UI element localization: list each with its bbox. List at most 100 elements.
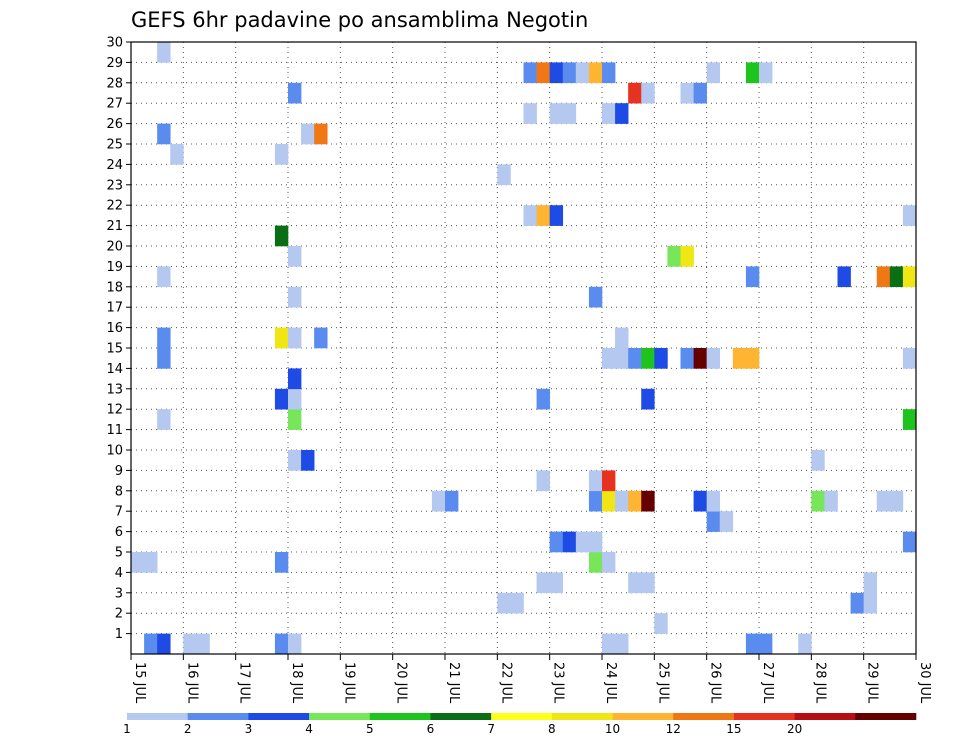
y-tick-label: 11 bbox=[106, 423, 123, 438]
x-tick-label: 15 JUL bbox=[132, 662, 147, 704]
y-tick-label: 6 bbox=[115, 525, 123, 540]
precipitation-cell bbox=[863, 572, 878, 594]
precipitation-cells bbox=[131, 42, 917, 655]
precipitation-cell bbox=[745, 266, 760, 288]
precipitation-cell bbox=[536, 572, 550, 594]
precipitation-cell bbox=[288, 368, 302, 390]
precipitation-cell bbox=[732, 348, 747, 369]
precipitation-cell bbox=[549, 531, 564, 553]
precipitation-cell bbox=[628, 82, 642, 104]
precipitation-cell bbox=[902, 409, 917, 430]
x-axis: 15 JUL 16 JUL 17 JUL 18 JUL 19 JUL 20 JUL 21 J… bbox=[130, 654, 932, 704]
colorbar: 1 2 3 4 5 6 7 8 10 12 15 20 bbox=[123, 713, 917, 736]
precipitation-cell bbox=[588, 531, 603, 553]
precipitation-cell bbox=[288, 82, 302, 104]
precipitation-cell bbox=[602, 348, 616, 369]
precipitation-cell bbox=[549, 62, 564, 84]
precipitation-cell bbox=[706, 511, 721, 532]
precipitation-cell bbox=[693, 348, 707, 369]
precipitation-cell bbox=[144, 552, 158, 573]
colorbar-label: 3 bbox=[245, 722, 253, 736]
precipitation-cell bbox=[274, 327, 289, 349]
colorbar-swatch bbox=[855, 713, 917, 720]
colorbar-label: 5 bbox=[366, 722, 374, 736]
precipitation-cell bbox=[641, 490, 655, 512]
precipitation-cell bbox=[536, 62, 550, 84]
precipitation-cell bbox=[588, 490, 603, 512]
precipitation-cell bbox=[523, 103, 537, 124]
precipitation-cell bbox=[745, 348, 760, 369]
precipitation-cell bbox=[615, 348, 629, 369]
precipitation-cell bbox=[288, 388, 302, 410]
precipitation-cell bbox=[588, 286, 603, 308]
precipitation-cell bbox=[157, 327, 171, 349]
precipitation-cell bbox=[497, 592, 511, 614]
x-tick-label: 20 JUL bbox=[394, 662, 409, 704]
precipitation-cell bbox=[301, 450, 315, 471]
y-tick-label: 22 bbox=[106, 199, 123, 214]
y-axis: 1234567891011121314151617181920212223242… bbox=[106, 36, 131, 642]
precipitation-cell bbox=[706, 490, 721, 512]
precipitation-cell bbox=[562, 531, 577, 553]
precipitation-cell bbox=[615, 633, 629, 655]
precipitation-cell bbox=[602, 633, 616, 655]
y-tick-label: 23 bbox=[106, 178, 123, 193]
y-tick-label: 3 bbox=[115, 586, 123, 601]
precipitation-cell bbox=[288, 633, 302, 655]
precipitation-cell bbox=[876, 490, 891, 512]
precipitation-cell bbox=[602, 470, 616, 492]
colorbar-swatch bbox=[612, 713, 674, 720]
y-tick-label: 10 bbox=[106, 444, 123, 459]
precipitation-cell bbox=[549, 103, 564, 124]
precipitation-cell bbox=[641, 348, 655, 369]
y-tick-label: 27 bbox=[106, 97, 123, 112]
precipitation-cell bbox=[288, 409, 302, 430]
precipitation-cell bbox=[510, 592, 524, 614]
y-tick-label: 18 bbox=[106, 280, 123, 295]
colorbar-swatch bbox=[187, 713, 249, 720]
precipitation-cell bbox=[667, 246, 681, 267]
x-tick-label: 29 JUL bbox=[865, 662, 880, 704]
colorbar-label: 4 bbox=[305, 722, 313, 736]
precipitation-cell bbox=[183, 633, 197, 655]
colorbar-swatch bbox=[248, 713, 310, 720]
colorbar-label: 8 bbox=[548, 722, 556, 736]
precipitation-cell bbox=[274, 388, 289, 410]
precipitation-cell bbox=[641, 572, 655, 594]
colorbar-label: 7 bbox=[487, 722, 495, 736]
precipitation-cell bbox=[798, 633, 812, 655]
precipitation-cell bbox=[157, 42, 171, 63]
precipitation-cell bbox=[549, 205, 564, 226]
precipitation-cell bbox=[288, 286, 302, 308]
precipitation-cell bbox=[680, 82, 694, 104]
precipitation-cell bbox=[850, 592, 864, 614]
colorbar-swatch bbox=[673, 713, 735, 720]
y-tick-label: 25 bbox=[106, 138, 123, 153]
precipitation-cell bbox=[588, 62, 603, 84]
colorbar-swatch bbox=[733, 713, 795, 720]
grid-lines bbox=[131, 42, 916, 654]
precipitation-cell bbox=[445, 490, 459, 512]
precipitation-cell bbox=[575, 531, 590, 553]
x-tick-label: 16 JUL bbox=[184, 662, 199, 704]
colorbar-swatch bbox=[794, 713, 856, 720]
precipitation-cell bbox=[575, 62, 590, 84]
precipitation-cell bbox=[288, 450, 302, 471]
x-tick-label: 24 JUL bbox=[603, 662, 618, 704]
precipitation-cell bbox=[889, 490, 904, 512]
precipitation-cell bbox=[562, 62, 577, 84]
x-tick-label: 19 JUL bbox=[341, 662, 356, 704]
precipitation-cell bbox=[745, 633, 760, 655]
colorbar-label: 15 bbox=[726, 722, 741, 736]
y-tick-label: 30 bbox=[106, 36, 123, 51]
precipitation-cell bbox=[654, 613, 668, 634]
precipitation-cell bbox=[288, 327, 302, 349]
precipitation-cell bbox=[314, 123, 328, 145]
colorbar-swatch bbox=[430, 713, 492, 720]
precipitation-cell bbox=[157, 633, 171, 655]
y-tick-label: 13 bbox=[106, 382, 123, 397]
precipitation-cell bbox=[497, 164, 511, 186]
precipitation-cell bbox=[824, 490, 838, 512]
precipitation-cell bbox=[628, 490, 642, 512]
y-tick-label: 17 bbox=[106, 301, 123, 316]
